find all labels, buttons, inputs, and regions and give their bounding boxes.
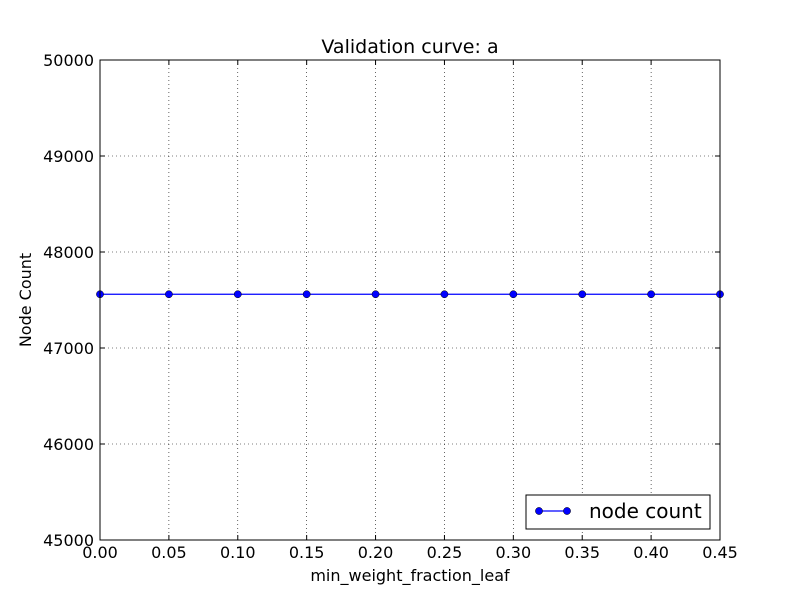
x-tick-label: 0.40 [633, 543, 669, 562]
y-tick-label: 47000 [43, 339, 94, 358]
data-point [578, 290, 587, 299]
x-tick-label: 0.30 [496, 543, 532, 562]
y-tick-label: 46000 [43, 435, 94, 454]
x-tick-label: 0.05 [151, 543, 187, 562]
legend-marker-right [563, 507, 571, 515]
x-tick-label: 0.20 [358, 543, 394, 562]
y-tick-label: 49000 [43, 147, 94, 166]
y-tick-label: 45000 [43, 531, 94, 550]
data-point [233, 290, 242, 299]
legend: node count [525, 494, 711, 530]
y-axis-ticks: 45000 46000 47000 48000 49000 50000 [43, 51, 720, 550]
data-point [647, 290, 655, 299]
plot-frame [99, 59, 721, 541]
x-tick-label: 0.10 [220, 543, 256, 562]
x-axis-ticks: 0.00 0.05 0.10 0.15 0.20 0.25 0.30 0.35 0.40 0.45 [82, 60, 738, 562]
y-axis-label: Node Count [16, 253, 35, 347]
y-tick-label: 48000 [43, 243, 94, 262]
x-tick-label: 0.45 [702, 543, 738, 562]
legend-frame [525, 494, 711, 530]
grid-lines [100, 60, 720, 540]
x-tick-label: 0.15 [289, 543, 325, 562]
x-axis-label: min_weight_fraction_leaf [310, 566, 510, 586]
x-tick-label: 0.35 [564, 543, 600, 562]
data-point [509, 290, 518, 299]
chart-title: Validation curve: a [321, 36, 498, 58]
data-point [165, 290, 173, 299]
x-tick-label: 0.00 [82, 543, 118, 562]
y-tick-label: 50000 [43, 51, 94, 70]
legend-marker-left [535, 507, 543, 515]
data-point [440, 290, 449, 299]
plot-area-background [100, 60, 720, 540]
x-tick-label: 0.25 [427, 543, 463, 562]
data-point [302, 290, 311, 299]
legend-label: node count [589, 499, 702, 523]
data-point [371, 290, 380, 299]
